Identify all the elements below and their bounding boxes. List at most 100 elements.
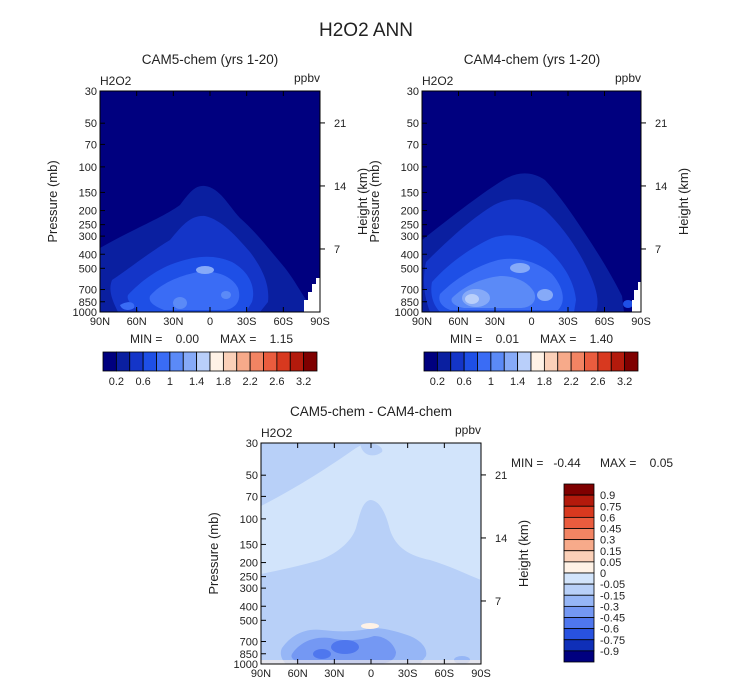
x-tick-label: 0	[207, 316, 213, 328]
colorbar-swatch	[436, 351, 452, 372]
y-tick-label: 700	[240, 637, 258, 649]
y2-tick-label: 7	[495, 596, 501, 608]
contour-level-neg0.05	[261, 443, 365, 506]
min-label: MIN = 0.01	[450, 332, 519, 346]
colorbar-swatch	[563, 494, 595, 507]
y-tick-label: 1000	[234, 659, 258, 671]
colorbar-swatch	[182, 351, 198, 372]
y-tick-label: 30	[246, 438, 258, 450]
contour-field	[422, 91, 641, 312]
x-tick-label: 90S	[310, 316, 330, 328]
colorbar-tick-label: 2.2	[242, 376, 257, 388]
y-tick-label: 150	[401, 187, 419, 199]
y-tick-label: 300	[79, 231, 97, 243]
colorbar-swatch	[597, 351, 612, 372]
colorbar-swatch	[196, 351, 211, 372]
y-tick-label: 100	[79, 162, 97, 174]
colorbar-tick-label: -0.15	[600, 590, 625, 602]
contour-field	[261, 443, 481, 664]
y-tick-label: 400	[79, 249, 97, 261]
units-label: ppbv	[294, 71, 320, 85]
contour-field	[100, 91, 320, 312]
colorbar-tick-label: 2.6	[590, 376, 605, 388]
x-tick-label: 90N	[412, 316, 432, 328]
y-tick-label: 200	[240, 558, 258, 570]
colorbar-swatch	[610, 351, 626, 372]
y2-tick-label: 7	[655, 244, 661, 256]
y-tick-label: 70	[246, 491, 258, 503]
colorbar-swatch	[543, 351, 559, 372]
colorbar-tick-label: -0.9	[600, 646, 619, 658]
y-tick-label: 70	[407, 139, 419, 151]
colorbar-swatch	[563, 561, 595, 574]
colorbar-swatch	[563, 483, 595, 496]
colorbar-swatch	[517, 351, 532, 372]
figure-title: H2O2 ANN	[319, 20, 413, 41]
colorbar-tick-label: 0.45	[600, 524, 621, 536]
colorbar-swatch	[563, 539, 595, 552]
axes: 90N 60N 30N 0 30S 60S 90S 30 50 70 100 150 200 250300…	[206, 438, 531, 680]
y-axis-title: Pressure (mb)	[45, 160, 60, 242]
colorbar-swatch	[463, 351, 478, 372]
contour-level-0.05	[361, 623, 379, 629]
y-axis-title: Pressure (mb)	[206, 512, 221, 594]
y-tick-label: 500	[401, 263, 419, 275]
y-tick-label: 250	[401, 220, 419, 232]
contour-level-neg0.45	[331, 640, 359, 654]
colorbar-swatch	[563, 617, 595, 630]
colorbar-swatch	[222, 351, 238, 372]
y2-axis-title: Height (km)	[676, 168, 691, 235]
y-tick-label: 30	[85, 86, 97, 98]
contour-level-1	[221, 291, 231, 299]
variable-label: H2O2	[100, 74, 132, 88]
x-tick-label: 30S	[398, 668, 418, 680]
colorbar-swatch	[530, 351, 545, 372]
colorbar-swatch	[209, 351, 224, 372]
colorbar-swatch	[563, 583, 595, 596]
colorbar-swatch	[563, 605, 595, 618]
units-label: ppbv	[455, 423, 481, 437]
colorbar-swatch	[563, 528, 595, 541]
x-tick-label: 90N	[251, 668, 271, 680]
axes: 90N 60N 30N 0 30S 60S 90S 30 50 70 100 150 200 250300…	[45, 86, 370, 328]
colorbar-swatch	[563, 505, 595, 518]
x-tick-label: 0	[368, 668, 374, 680]
y-tick-label: 100	[240, 514, 258, 526]
colorbar-tick-label: 0.9	[600, 490, 615, 502]
y-tick-label: 850	[401, 297, 419, 309]
contour-level-0.8	[120, 302, 135, 310]
y2-tick-label: 21	[334, 118, 346, 130]
max-label: MAX = 1.40	[540, 332, 613, 346]
colorbar-swatch	[169, 351, 184, 372]
colorbar-tick-label: 1.8	[537, 376, 552, 388]
colorbar-tick-label: -0.45	[600, 613, 625, 625]
contour-level-1.2	[537, 289, 553, 301]
missing-region	[304, 278, 320, 312]
y2-tick-label: 7	[334, 244, 340, 256]
colorbar-swatch	[490, 351, 505, 372]
colorbar-swatch	[563, 516, 595, 529]
axes: 90N 60N 30N 0 30S 60S 90S 30 50 70 100 150 200 250300…	[367, 86, 691, 328]
contour-level-1.2	[510, 263, 530, 273]
y-tick-label: 400	[401, 249, 419, 261]
colorbar-swatch	[563, 628, 595, 641]
contour-level-1	[623, 300, 633, 308]
colorbar-tick-label: 1	[167, 376, 173, 388]
contour-level-neg0.45	[313, 649, 331, 659]
y-tick-label: 250	[79, 220, 97, 232]
y2-tick-label: 14	[655, 181, 667, 193]
colorbar-tick-label: 1.4	[510, 376, 525, 388]
y2-tick-label: 14	[495, 533, 507, 545]
x-tick-label: 60S	[435, 668, 455, 680]
panel-cam4: CAM4-chem (yrs 1-20) H2O2 ppbv 90N 60N 30N…	[367, 52, 691, 388]
colorbar-swatch	[563, 572, 595, 585]
colorbar-swatch	[236, 351, 251, 372]
contour-level-1.4	[465, 294, 479, 304]
contour-level-neg0.05	[261, 500, 481, 664]
x-tick-label: 60S	[595, 316, 615, 328]
colorbar-swatch	[624, 351, 639, 372]
y-tick-label: 50	[246, 470, 258, 482]
colorbar: 0.90.750.60.450.30.150.050-0.05-0.15-0.3…	[563, 483, 625, 663]
y-tick-label: 300	[401, 231, 419, 243]
